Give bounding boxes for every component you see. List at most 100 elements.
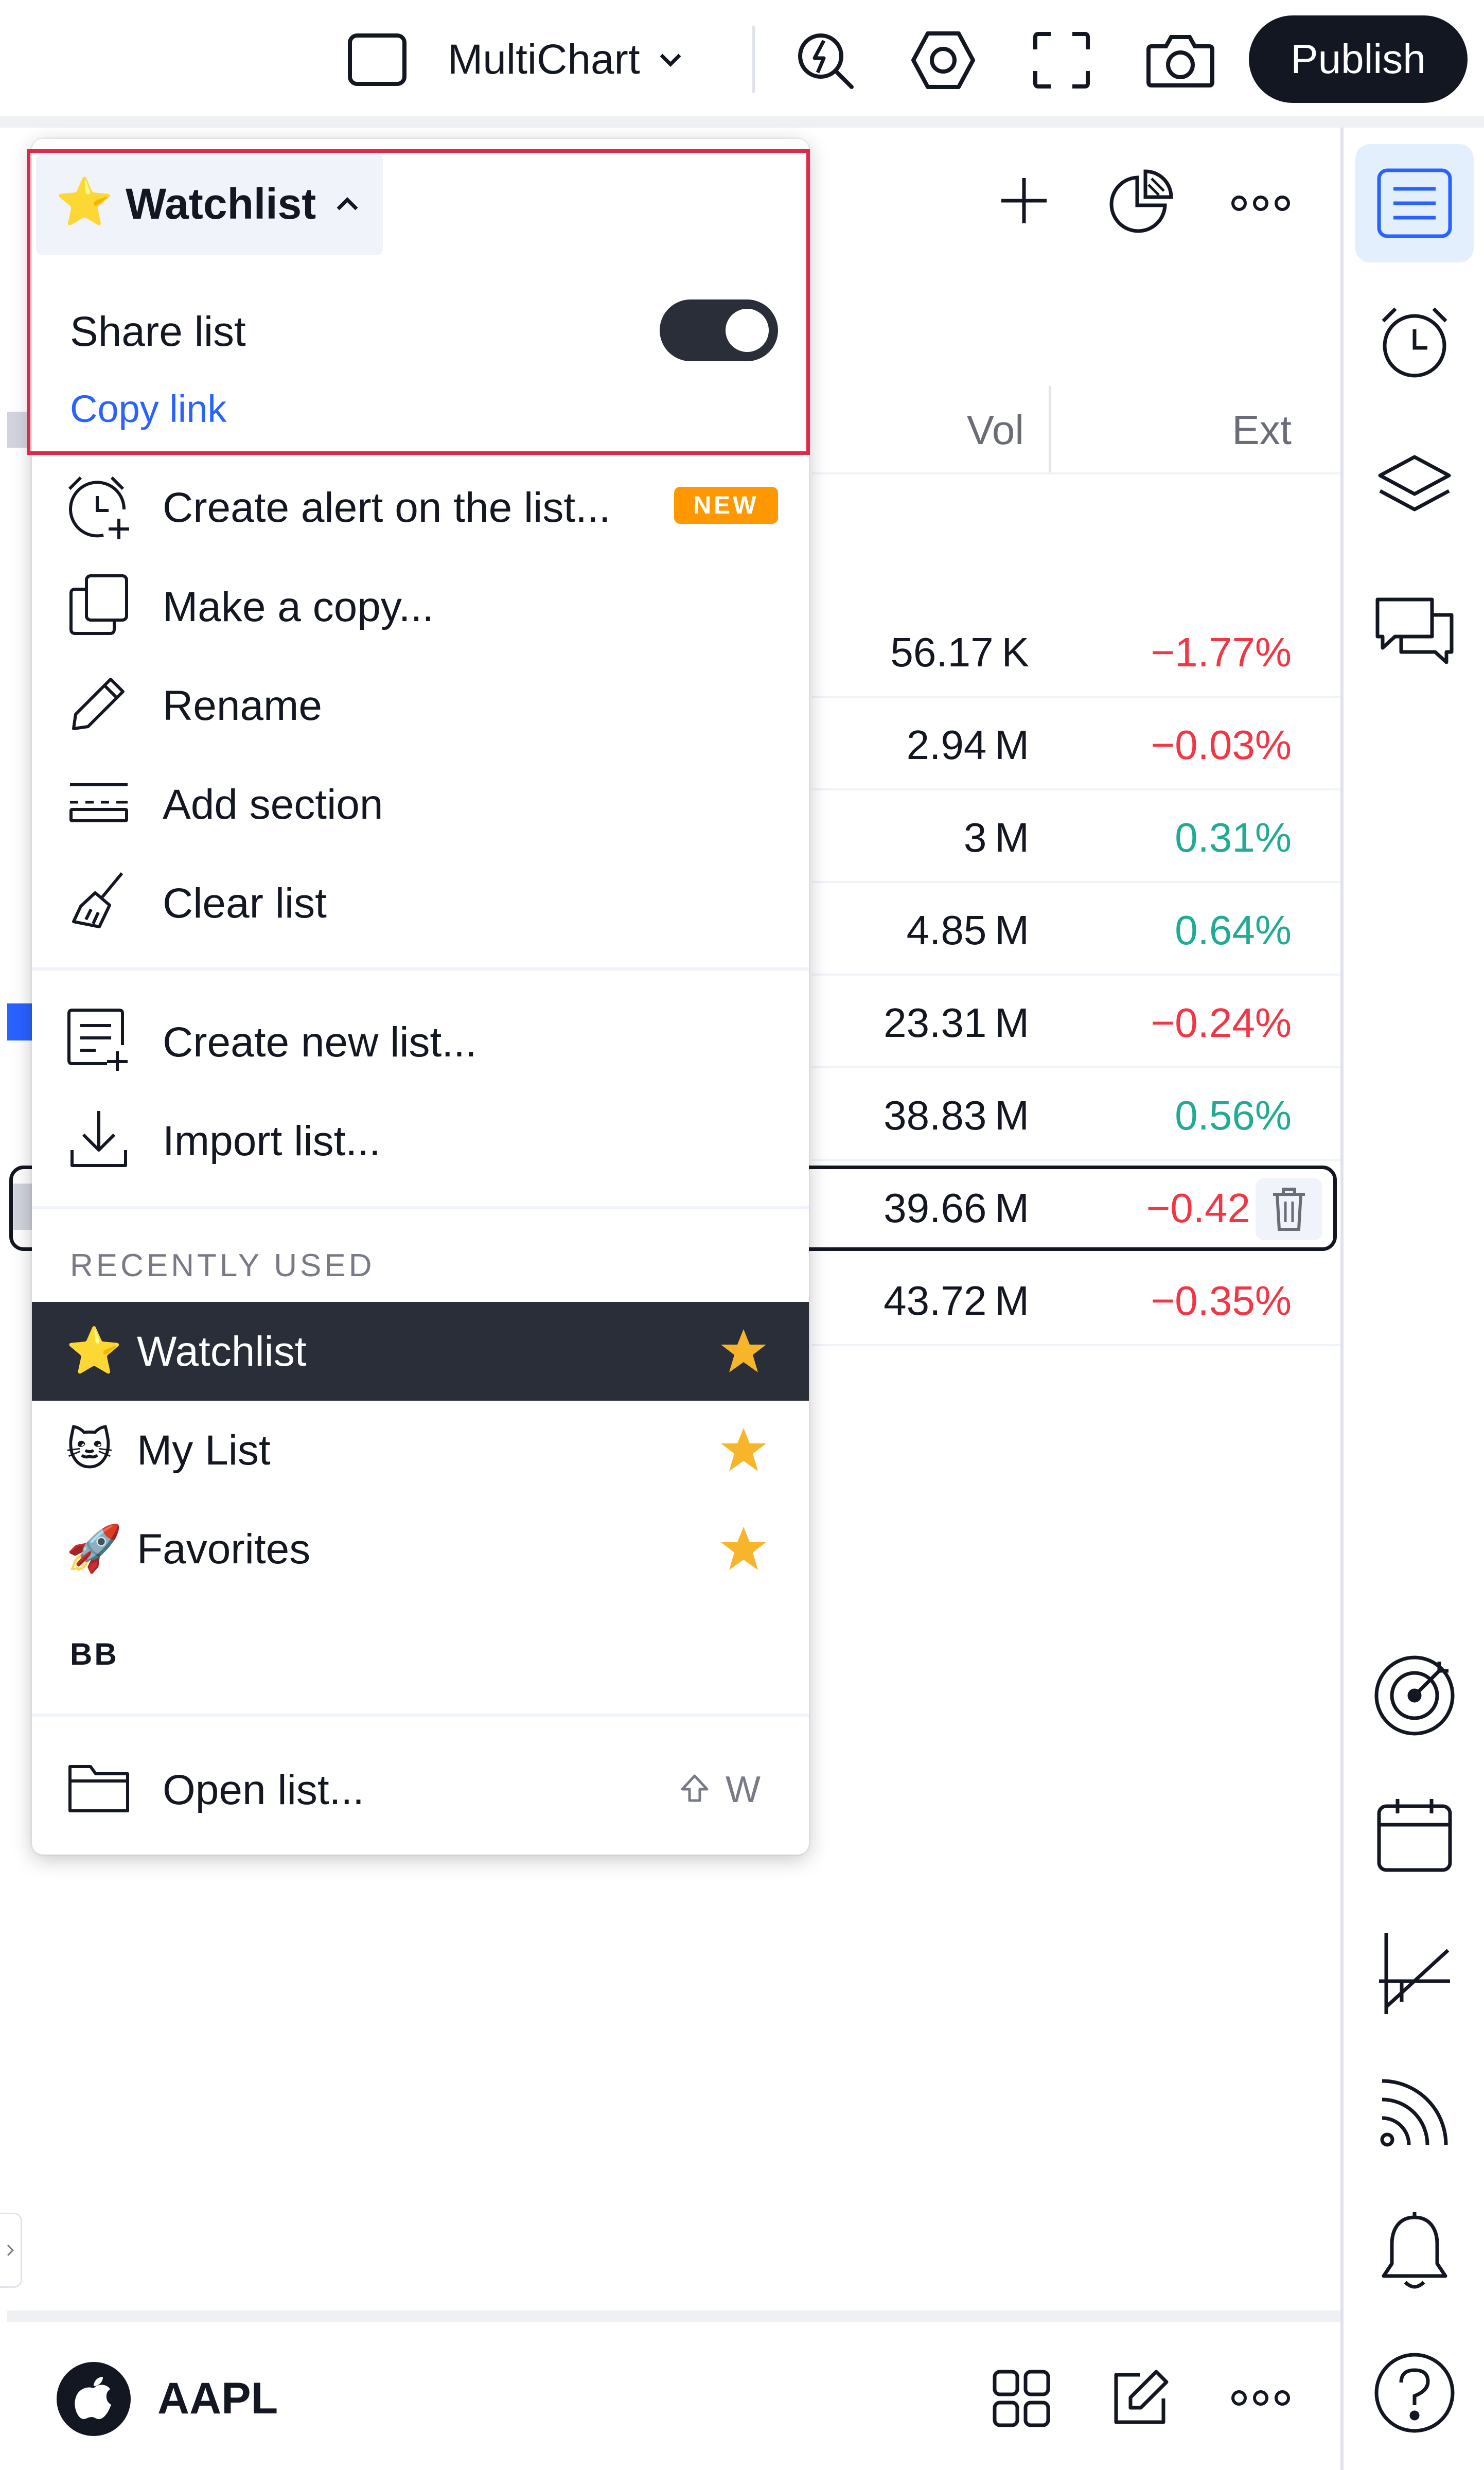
row-divider xyxy=(812,974,1340,976)
recent-item-emoji: ⭐ xyxy=(66,1325,122,1376)
menu-item-add-section[interactable] xyxy=(32,753,809,851)
toolbar-separator xyxy=(0,116,1484,128)
row-vol-value: 2.94 M xyxy=(906,722,1029,768)
fullscreen-icon[interactable] xyxy=(1028,27,1095,94)
recently-used-label: RECENTLY USED xyxy=(70,1248,375,1283)
recent-item-emoji: 🚀 xyxy=(66,1523,122,1574)
layout-square-icon[interactable] xyxy=(344,29,411,91)
row-divider xyxy=(812,696,1340,698)
row-marker-selected xyxy=(13,1184,34,1230)
grid-view-icon[interactable] xyxy=(988,2365,1055,2432)
toggle-knob xyxy=(726,309,769,352)
open-list-shortcut: W xyxy=(726,1769,761,1810)
menu-item-import-list[interactable] xyxy=(32,1090,809,1188)
row-vol-value: 39.66 M xyxy=(884,1185,1029,1231)
recent-item-watchlist[interactable] xyxy=(32,1302,809,1401)
chevron-down-icon xyxy=(659,52,682,67)
top-toolbar: MultiChart Publish xyxy=(0,0,1484,117)
menu-item-clear-list[interactable] xyxy=(32,852,809,950)
row-flag-blue xyxy=(7,1003,32,1040)
watchlist-title-star: ⭐ xyxy=(56,177,114,228)
camera-icon[interactable] xyxy=(1144,27,1216,94)
row-vol-value: 56.17 K xyxy=(890,629,1029,675)
add-symbol-icon[interactable] xyxy=(993,170,1055,232)
menu-item-import-list-label: Import list... xyxy=(163,1118,381,1165)
symbol-name[interactable]: AAPL xyxy=(157,2374,278,2423)
watchlist-menu xyxy=(32,139,809,1855)
target-icon[interactable] xyxy=(1366,1647,1463,1744)
row-ext-change: −1.77% xyxy=(1151,629,1292,675)
row-divider xyxy=(812,1159,1340,1161)
menu-separator xyxy=(32,1206,809,1209)
star-filled-icon[interactable] xyxy=(715,1520,772,1577)
column-header-vol[interactable]: Vol xyxy=(966,407,1024,453)
layout-label: MultiChart xyxy=(448,36,640,83)
menu-item-rename[interactable] xyxy=(32,655,809,752)
folder-icon xyxy=(63,1755,135,1822)
alarm-plus-icon xyxy=(63,473,135,540)
watchlist-list-icon[interactable] xyxy=(1366,154,1463,252)
layout-dropdown[interactable]: MultiChart xyxy=(448,28,682,92)
layers-icon[interactable] xyxy=(1366,437,1463,535)
column-header-ext[interactable]: Ext xyxy=(1232,407,1292,453)
calendar-icon[interactable] xyxy=(1366,1786,1463,1883)
chevron-up-icon xyxy=(329,191,365,217)
trash-icon[interactable] xyxy=(1256,1178,1322,1240)
row-vol-value: 3 M xyxy=(963,815,1029,860)
row-divider xyxy=(812,788,1340,790)
row-vol-value: 23.31 M xyxy=(884,1000,1029,1046)
row-ext-change: −0.03% xyxy=(1151,722,1292,768)
row-ext-change: −0.42 xyxy=(1146,1185,1250,1231)
toolbar-divider xyxy=(752,26,755,93)
row-ext-change: 0.31% xyxy=(1175,815,1292,860)
new-list-icon xyxy=(63,1007,135,1073)
more-options-bottom-icon[interactable] xyxy=(1227,2380,1294,2416)
star-filled-icon[interactable] xyxy=(715,1322,772,1379)
menu-item-create-alert-label: Create alert on the list... xyxy=(163,484,611,531)
edit-note-icon[interactable] xyxy=(1106,2365,1173,2432)
help-icon[interactable] xyxy=(1366,2344,1463,2442)
trend-lines-icon[interactable] xyxy=(1366,1925,1463,2022)
pie-chart-icon[interactable] xyxy=(1106,167,1175,236)
row-divider xyxy=(812,881,1340,883)
menu-item-open-list-label: Open list... xyxy=(163,1767,364,1813)
menu-separator xyxy=(32,967,809,971)
row-ext-change: 0.64% xyxy=(1175,907,1292,953)
signal-feed-icon[interactable] xyxy=(1366,2063,1463,2161)
row-vol-value: 4.85 M xyxy=(906,907,1029,953)
menu-item-make-copy-label: Make a copy... xyxy=(163,584,434,630)
recent-item-label: Watchlist xyxy=(137,1328,307,1375)
broom-icon xyxy=(63,868,135,934)
chat-icon[interactable] xyxy=(1366,581,1463,679)
apple-logo-icon xyxy=(57,2362,131,2436)
row-marker xyxy=(7,412,28,448)
right-sidebar xyxy=(1340,128,1484,2470)
panel-collapse-handle[interactable] xyxy=(0,2213,22,2288)
more-options-icon[interactable] xyxy=(1227,185,1294,221)
shift-key-icon xyxy=(678,1770,711,1806)
import-icon xyxy=(63,1105,135,1172)
copy-link[interactable]: Copy link xyxy=(70,387,227,430)
menu-item-clear-list-label: Clear list xyxy=(163,880,327,927)
bell-icon[interactable] xyxy=(1366,2202,1463,2300)
row-ext-change: −0.35% xyxy=(1151,1278,1292,1324)
recent-item-label: My List xyxy=(137,1427,271,1474)
new-badge: NEW xyxy=(674,487,778,524)
symbol-details-bar xyxy=(7,2322,1340,2470)
menu-item-create-new-list-label: Create new list... xyxy=(163,1019,477,1066)
bottom-separator xyxy=(7,2310,1340,2322)
quick-search-icon[interactable] xyxy=(791,27,858,94)
recent-item-emoji: 🐱 xyxy=(66,1424,113,1475)
menu-separator xyxy=(32,1714,809,1717)
share-list-label: Share list xyxy=(70,308,246,355)
recent-item-bb[interactable]: BB xyxy=(70,1637,119,1671)
alarm-clock-icon[interactable] xyxy=(1366,293,1463,391)
settings-hex-icon[interactable] xyxy=(910,27,977,94)
publish-button[interactable]: Publish xyxy=(1249,15,1468,103)
row-ext-change: −0.24% xyxy=(1151,1000,1292,1046)
pencil-icon xyxy=(63,670,135,737)
row-divider xyxy=(812,1066,1340,1068)
watchlist-title-button[interactable] xyxy=(36,154,383,255)
star-filled-icon[interactable] xyxy=(715,1421,772,1478)
column-divider xyxy=(1049,386,1051,473)
